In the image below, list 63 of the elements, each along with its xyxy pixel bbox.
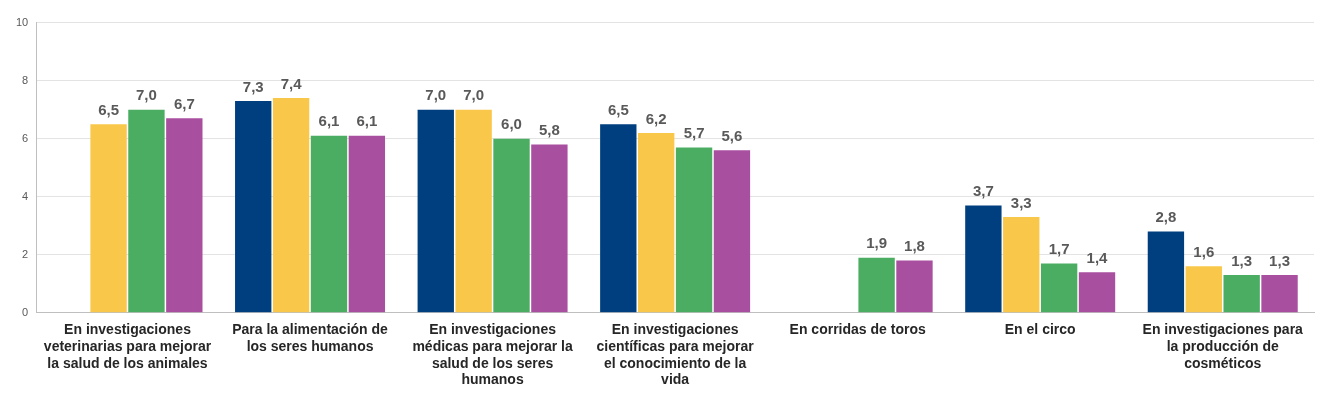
bar (235, 100, 272, 313)
bar (896, 260, 933, 313)
data-label: 1,6 (1193, 243, 1215, 261)
bar (128, 109, 165, 313)
bar (455, 109, 492, 313)
bar (1185, 266, 1222, 313)
bar (166, 118, 203, 313)
y-tick-label: 8 (22, 73, 29, 86)
bar (1003, 217, 1040, 313)
data-label: 1,8 (904, 237, 925, 255)
data-label: 7,0 (425, 86, 447, 104)
bar (1261, 275, 1298, 313)
data-label: 1,3 (1269, 251, 1290, 269)
data-label: 5,6 (721, 126, 743, 144)
data-label: 7,0 (463, 86, 485, 104)
data-label: 7,3 (242, 77, 264, 95)
x-tick-label: En investigaciones científicas para mejorar el conocimiento de la vida (596, 321, 755, 388)
x-tick-label: En investigaciones veterinarias para mejorar la salud de los animales (43, 321, 212, 371)
data-label: 6,0 (501, 115, 522, 133)
y-tick-label: 4 (22, 189, 29, 202)
y-tick-label: 2 (22, 247, 29, 260)
bar (965, 205, 1002, 313)
data-label: 3,3 (1010, 193, 1032, 211)
data-label: 1,9 (866, 234, 888, 252)
bar (348, 135, 386, 313)
data-label: 1,4 (1086, 248, 1109, 266)
x-tick-label: Para la alimentación de los seres humanos (232, 321, 389, 354)
x-tick-label: En investigaciones médicas para mejorar la salud de los seres humanos (412, 321, 573, 388)
y-tick-label: 6 (22, 131, 29, 144)
bar (1223, 275, 1260, 313)
bar (531, 144, 568, 313)
x-tick-label: En corridas de toros (789, 321, 926, 338)
bar (272, 98, 310, 313)
bar (638, 132, 675, 313)
data-label: 6,1 (318, 112, 340, 130)
data-label: 6,5 (607, 100, 629, 118)
bar (858, 257, 895, 313)
bar (1147, 231, 1185, 313)
bar (1040, 263, 1078, 313)
bar (90, 124, 127, 313)
data-label: 6,1 (356, 112, 378, 130)
data-label: 3,7 (972, 182, 994, 200)
bar (713, 150, 751, 313)
data-label: 2,8 (1155, 208, 1177, 226)
y-tick-label: 10 (15, 15, 29, 28)
data-label: 1,7 (1048, 240, 1070, 258)
data-label: 6,5 (98, 100, 119, 118)
bar (600, 124, 637, 313)
data-label: 5,7 (683, 124, 705, 142)
data-label: 6,2 (645, 109, 667, 127)
y-tick-label: 0 (22, 305, 29, 318)
bar (417, 109, 454, 313)
bar (675, 147, 713, 313)
bar (493, 138, 530, 313)
x-tick-label: En investigaciones para la producción de cosméticos (1142, 321, 1304, 371)
x-tick-label: En el circo (1004, 321, 1076, 338)
data-label: 6,7 (173, 95, 195, 113)
bar (1078, 272, 1116, 313)
data-label: 7,4 (280, 74, 303, 92)
bar (310, 135, 348, 313)
data-label: 1,3 (1231, 251, 1253, 269)
data-label: 7,0 (136, 86, 157, 104)
data-label: 5,8 (538, 121, 560, 139)
